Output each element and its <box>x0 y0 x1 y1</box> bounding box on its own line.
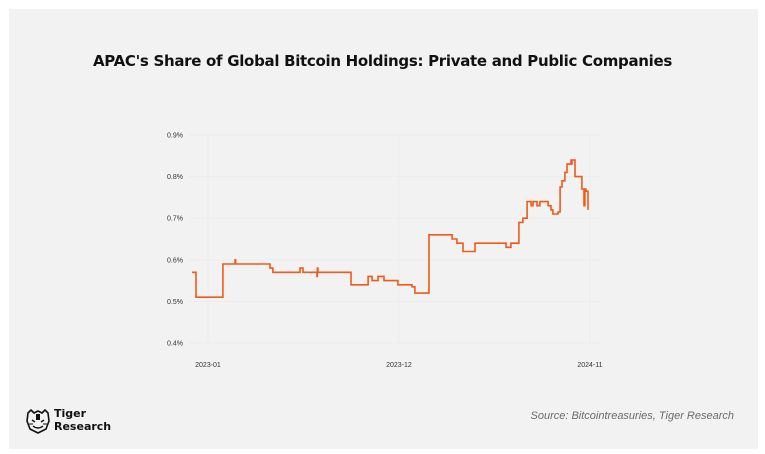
y-tick-label: 0.6% <box>167 257 183 264</box>
x-axis-ticks: 2023-01 2023-12 2024-11 <box>195 362 602 369</box>
x-tick-label: 2023-12 <box>386 362 412 369</box>
x-tick-label: 2023-01 <box>195 362 221 369</box>
tiger-research-logo: Tiger Research <box>25 407 115 437</box>
source-note: Source: Bitcointreasuries, Tiger Researc… <box>530 410 735 422</box>
brand-name: Tiger Research <box>54 407 111 433</box>
y-tick-label: 0.9% <box>167 133 183 140</box>
chart-panel <box>9 9 758 449</box>
tiger-icon <box>26 409 50 434</box>
series-lines <box>192 159 589 298</box>
chart-title: APAC's Share of Global Bitcoin Holdings:… <box>92 52 673 70</box>
y-axis-ticks: 0.4% 0.5% 0.6% 0.7% 0.8% 0.9% <box>167 133 183 348</box>
y-tick-label: 0.5% <box>167 299 183 306</box>
brand-line-2: Research <box>54 420 112 433</box>
series-line <box>192 159 589 298</box>
gridlines <box>189 134 600 344</box>
y-tick-label: 0.7% <box>167 216 183 223</box>
y-tick-label: 0.4% <box>167 341 183 348</box>
y-tick-label: 0.8% <box>167 174 183 181</box>
brand-line-1: Tiger <box>54 407 87 420</box>
x-tick-label: 2024-11 <box>577 362 602 369</box>
